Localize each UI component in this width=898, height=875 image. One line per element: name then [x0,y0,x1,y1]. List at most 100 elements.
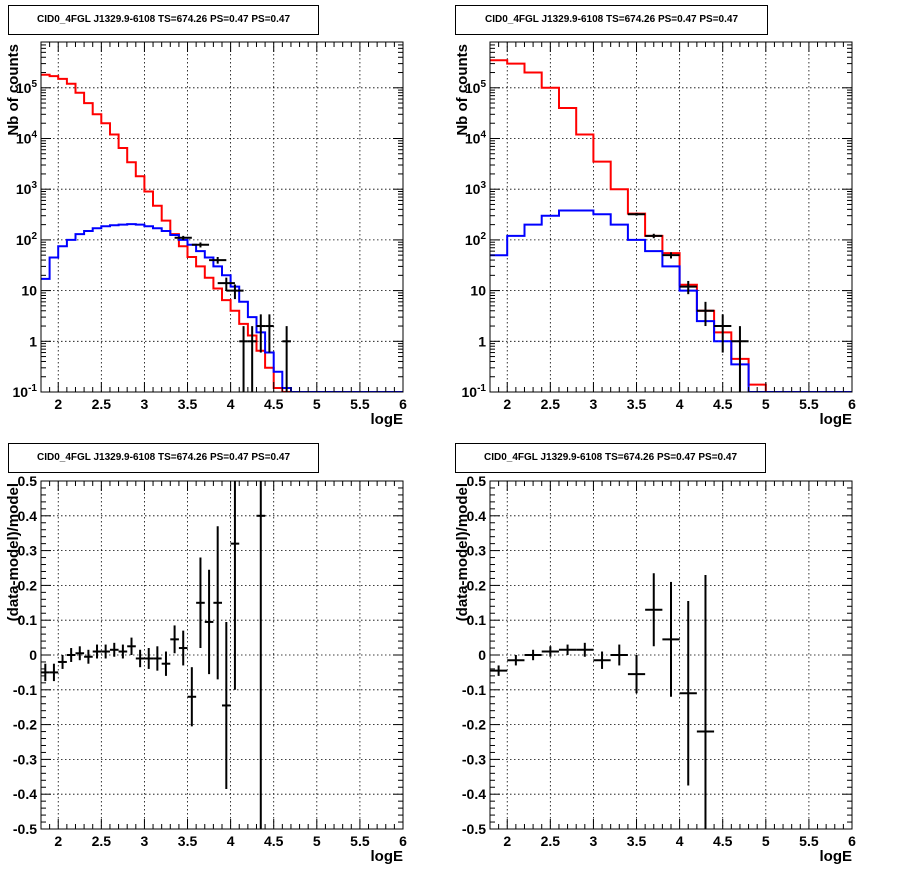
x-axis-label: logE [371,848,404,865]
y-tick-label: 102 [16,231,38,248]
y-tick-label: 0.1 [18,612,38,628]
data-point [226,284,244,300]
y-tick-label: -0.2 [13,717,37,733]
data-point [75,646,85,661]
data-point [524,649,542,661]
x-axis-label: logE [820,411,853,428]
source-histogram [490,209,852,392]
y-axis-label: Nb of counts [454,44,471,136]
x-tick-label: 3.5 [627,396,647,412]
source-histogram [41,223,403,392]
x-tick-label: 5 [762,833,770,849]
data-point [256,481,266,829]
data-point [49,663,59,682]
data-point [490,665,508,676]
data-point [593,651,611,669]
y-tick-label: 1 [478,333,486,349]
y-tick-label: 102 [465,231,487,248]
x-tick-label: 5.5 [350,396,370,412]
y-axis-label: Nb of counts [5,44,22,136]
data-point [174,235,192,240]
y-tick-label: 103 [465,180,487,197]
data-point [282,326,291,392]
data-point [507,655,525,666]
y-tick-label: -0.3 [462,751,486,767]
data-point [627,212,646,216]
data-point [196,557,205,649]
x-tick-label: 6 [848,833,856,849]
data-point [645,573,663,647]
y-tick-label: 104 [16,129,38,146]
data-point [627,655,646,694]
x-tick-label: 4.5 [713,396,733,412]
data-point [191,242,210,248]
x-tick-label: 3 [141,833,149,849]
x-tick-label: 2.5 [92,396,112,412]
x-tick-label: 3.5 [178,396,198,412]
plot-frame [40,41,404,393]
data-point [731,326,749,392]
plot-area [41,481,266,829]
data-point [576,642,594,657]
data-point [645,233,663,239]
x-tick-label: 4.5 [264,396,284,412]
data-point [204,569,214,675]
y-tick-label: 10 [470,283,486,299]
model-histogram [490,59,852,392]
x-tick-label: 4.5 [713,833,733,849]
y-tick-label: -0.5 [462,821,486,837]
y-tick-label: 0.3 [18,543,38,559]
x-tick-label: 3 [590,396,598,412]
panel-title-4: CID0_4FGL J1329.9-6108 TS=674.26 PS=0.47… [455,443,766,473]
data-point [170,625,179,654]
y-tick-label: 0.5 [467,473,487,489]
x-tick-label: 4 [227,833,235,849]
y-tick-label: 0.2 [467,577,487,593]
x-tick-label: 2.5 [541,396,561,412]
data-point [213,526,222,680]
y-axis-label: (data-model)/model [5,483,22,621]
data-point [153,646,162,671]
x-tick-label: 4 [676,833,684,849]
x-tick-label: 2 [503,396,511,412]
data-point [230,481,240,690]
y-tick-label: 0 [478,647,486,663]
plot-area [490,573,715,829]
plot-area [41,73,403,392]
data-point [714,314,732,353]
x-tick-label: 2.5 [541,833,561,849]
x-tick-label: 2 [503,833,511,849]
y-tick-label: 0.1 [467,612,487,628]
x-axis-label: logE [820,848,853,865]
data-point [610,644,628,666]
x-tick-label: 2 [54,396,62,412]
y-tick-label: -0.5 [13,821,37,837]
x-tick-label: 3.5 [178,833,198,849]
y-tick-label: 10-1 [462,383,487,400]
x-tick-label: 2.5 [92,833,112,849]
y-tick-label: -0.1 [462,682,486,698]
x-tick-label: 6 [399,396,407,412]
data-point [127,637,136,655]
x-tick-label: 5.5 [799,396,819,412]
y-tick-label: 105 [16,79,38,96]
data-point [662,252,680,259]
x-tick-label: 3 [590,833,598,849]
y-tick-label: 0.5 [18,473,38,489]
x-tick-label: 3.5 [627,833,647,849]
x-tick-label: 2 [54,833,62,849]
data-point [679,601,697,786]
y-tick-label: 10 [21,283,37,299]
y-tick-label: -0.4 [13,786,37,802]
data-point [696,301,715,327]
data-point [222,621,231,789]
x-tick-label: 4 [676,396,684,412]
x-tick-label: 4.5 [264,833,284,849]
y-tick-label: -0.4 [462,786,486,802]
x-tick-label: 5 [313,833,321,849]
